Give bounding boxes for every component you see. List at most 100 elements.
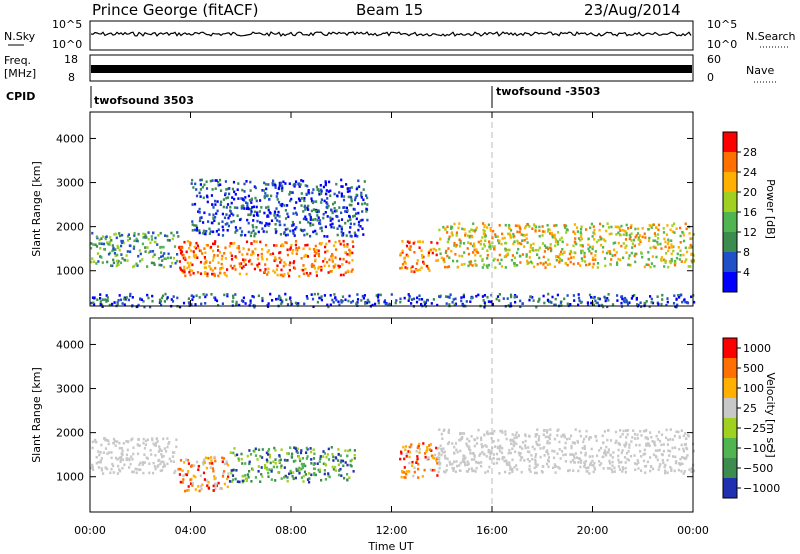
heatmap-cell bbox=[257, 230, 260, 234]
heatmap-cell bbox=[470, 296, 473, 300]
heatmap-cell bbox=[682, 449, 685, 453]
heatmap-cell bbox=[570, 434, 573, 438]
heatmap-cell bbox=[511, 254, 514, 257]
heatmap-cell bbox=[149, 241, 152, 245]
heatmap-cell bbox=[209, 466, 212, 469]
heatmap-cell bbox=[525, 253, 528, 256]
heatmap-cell bbox=[601, 250, 604, 254]
heatmap-cell bbox=[545, 462, 549, 466]
heatmap-cell bbox=[274, 449, 277, 452]
heatmap-cell bbox=[337, 264, 340, 268]
heatmap-cell bbox=[418, 294, 421, 297]
heatmap-cell bbox=[496, 457, 499, 461]
heatmap-cell bbox=[536, 262, 539, 266]
heatmap-cell bbox=[649, 456, 652, 459]
heatmap-cell bbox=[271, 182, 274, 185]
heatmap-cell bbox=[435, 446, 438, 450]
heatmap-cell bbox=[594, 258, 597, 261]
heatmap-cell bbox=[416, 457, 419, 461]
heatmap-cell bbox=[659, 242, 662, 246]
heatmap-cell bbox=[552, 466, 555, 470]
heatmap-cell bbox=[161, 254, 164, 258]
heatmap-cell bbox=[166, 256, 170, 260]
heatmap-cell bbox=[110, 239, 113, 242]
heatmap-cell bbox=[533, 223, 536, 226]
heatmap-cell bbox=[353, 449, 356, 452]
heatmap-cell bbox=[217, 228, 220, 231]
heatmap-cell bbox=[454, 253, 457, 256]
heatmap-cell bbox=[250, 197, 253, 201]
heatmap-cell bbox=[350, 270, 353, 273]
heatmap-cell bbox=[563, 435, 566, 439]
heatmap-cell bbox=[538, 246, 541, 250]
heatmap-cell bbox=[146, 265, 149, 268]
heatmap-cell bbox=[298, 471, 301, 475]
heatmap-cell bbox=[657, 449, 660, 452]
heatmap-cell bbox=[172, 234, 175, 237]
heatmap-cell bbox=[165, 297, 169, 301]
heatmap-cell bbox=[135, 237, 138, 241]
heatmap-cell bbox=[516, 251, 519, 255]
heatmap-cell bbox=[255, 226, 258, 229]
colorbar-segment bbox=[723, 378, 737, 398]
heatmap-cell bbox=[409, 245, 412, 248]
heatmap-cell bbox=[319, 227, 322, 230]
heatmap-cell bbox=[583, 444, 586, 448]
heatmap-cell bbox=[630, 440, 633, 443]
heatmap-cell bbox=[179, 459, 183, 462]
heatmap-cell bbox=[549, 243, 552, 246]
heatmap-cell bbox=[548, 300, 551, 304]
heatmap-cell bbox=[296, 451, 299, 454]
heatmap-cell bbox=[159, 300, 162, 303]
heatmap-cell bbox=[330, 208, 333, 212]
heatmap-cell bbox=[521, 302, 524, 305]
heatmap-cell bbox=[423, 300, 426, 304]
heatmap-cell bbox=[310, 450, 313, 454]
heatmap-cell bbox=[288, 274, 291, 278]
heatmap-cell bbox=[548, 435, 551, 439]
heatmap-cell bbox=[135, 471, 138, 475]
heatmap-cell bbox=[335, 457, 338, 461]
heatmap-cell bbox=[303, 233, 306, 237]
heatmap-cell bbox=[212, 469, 215, 473]
heatmap-cell bbox=[643, 265, 646, 269]
heatmap-cell bbox=[645, 300, 648, 303]
heatmap-cell bbox=[267, 267, 270, 271]
heatmap-cell bbox=[274, 479, 277, 482]
heatmap-cell bbox=[588, 455, 591, 458]
heatmap-cell bbox=[187, 485, 190, 488]
heatmap-cell bbox=[109, 471, 112, 475]
heatmap-cell bbox=[577, 461, 580, 464]
heatmap-cell bbox=[102, 242, 106, 246]
heatmap-cell bbox=[331, 260, 334, 263]
heatmap-cell bbox=[277, 471, 280, 474]
heatmap-cell bbox=[462, 242, 466, 245]
heatmap-cell bbox=[618, 233, 621, 236]
heatmap-cell bbox=[256, 265, 259, 269]
heatmap-cell bbox=[451, 301, 454, 304]
heatmap-cell bbox=[589, 226, 592, 230]
heatmap-cell bbox=[420, 302, 423, 306]
heatmap-cell bbox=[686, 301, 690, 305]
heatmap-cell bbox=[633, 454, 636, 457]
heatmap-cell bbox=[447, 247, 450, 250]
heatmap-cell bbox=[405, 455, 408, 458]
heatmap-cell bbox=[670, 257, 673, 261]
heatmap-cell bbox=[463, 262, 466, 266]
heatmap-cell bbox=[180, 250, 184, 253]
heatmap-cell bbox=[648, 239, 651, 243]
heatmap-cell bbox=[498, 447, 501, 450]
colorbar-segment bbox=[723, 272, 737, 292]
heatmap-cell bbox=[674, 461, 677, 465]
heatmap-cell bbox=[153, 263, 156, 266]
heatmap-cell bbox=[296, 447, 299, 451]
heatmap-cell bbox=[473, 454, 476, 457]
heatmap-cell bbox=[294, 243, 297, 247]
heatmap-cell bbox=[355, 193, 358, 197]
heatmap-cell bbox=[161, 259, 164, 262]
heatmap-cell bbox=[348, 261, 351, 265]
heatmap-cell bbox=[590, 222, 593, 226]
heatmap-cell bbox=[652, 239, 655, 242]
heatmap-cell bbox=[596, 262, 600, 265]
heatmap-cell bbox=[205, 479, 208, 482]
